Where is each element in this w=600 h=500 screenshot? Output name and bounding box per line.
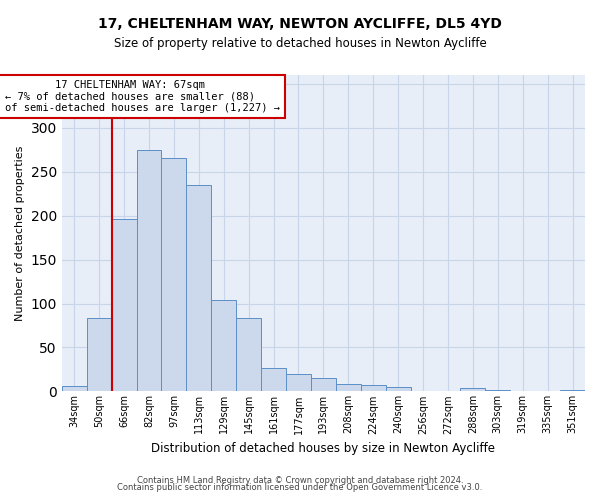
Bar xyxy=(361,385,386,392)
Bar xyxy=(560,390,585,392)
Bar xyxy=(161,158,187,392)
Text: Contains public sector information licensed under the Open Government Licence v3: Contains public sector information licen… xyxy=(118,484,482,492)
Bar xyxy=(87,318,112,392)
Text: 17, CHELTENHAM WAY, NEWTON AYCLIFFE, DL5 4YD: 17, CHELTENHAM WAY, NEWTON AYCLIFFE, DL5… xyxy=(98,18,502,32)
Bar xyxy=(336,384,361,392)
Bar xyxy=(187,185,211,392)
Bar xyxy=(236,318,261,392)
Bar xyxy=(286,374,311,392)
Bar xyxy=(62,386,87,392)
Y-axis label: Number of detached properties: Number of detached properties xyxy=(15,146,25,321)
Bar xyxy=(460,388,485,392)
Bar xyxy=(261,368,286,392)
Bar xyxy=(112,219,137,392)
Bar xyxy=(485,390,510,392)
Bar xyxy=(137,150,161,392)
Bar xyxy=(311,378,336,392)
Bar xyxy=(386,387,410,392)
Text: 17 CHELTENHAM WAY: 67sqm
← 7% of detached houses are smaller (88)
93% of semi-de: 17 CHELTENHAM WAY: 67sqm ← 7% of detache… xyxy=(0,80,280,113)
Bar xyxy=(211,300,236,392)
Text: Size of property relative to detached houses in Newton Aycliffe: Size of property relative to detached ho… xyxy=(113,38,487,51)
Text: Contains HM Land Registry data © Crown copyright and database right 2024.: Contains HM Land Registry data © Crown c… xyxy=(137,476,463,485)
X-axis label: Distribution of detached houses by size in Newton Aycliffe: Distribution of detached houses by size … xyxy=(151,442,496,455)
